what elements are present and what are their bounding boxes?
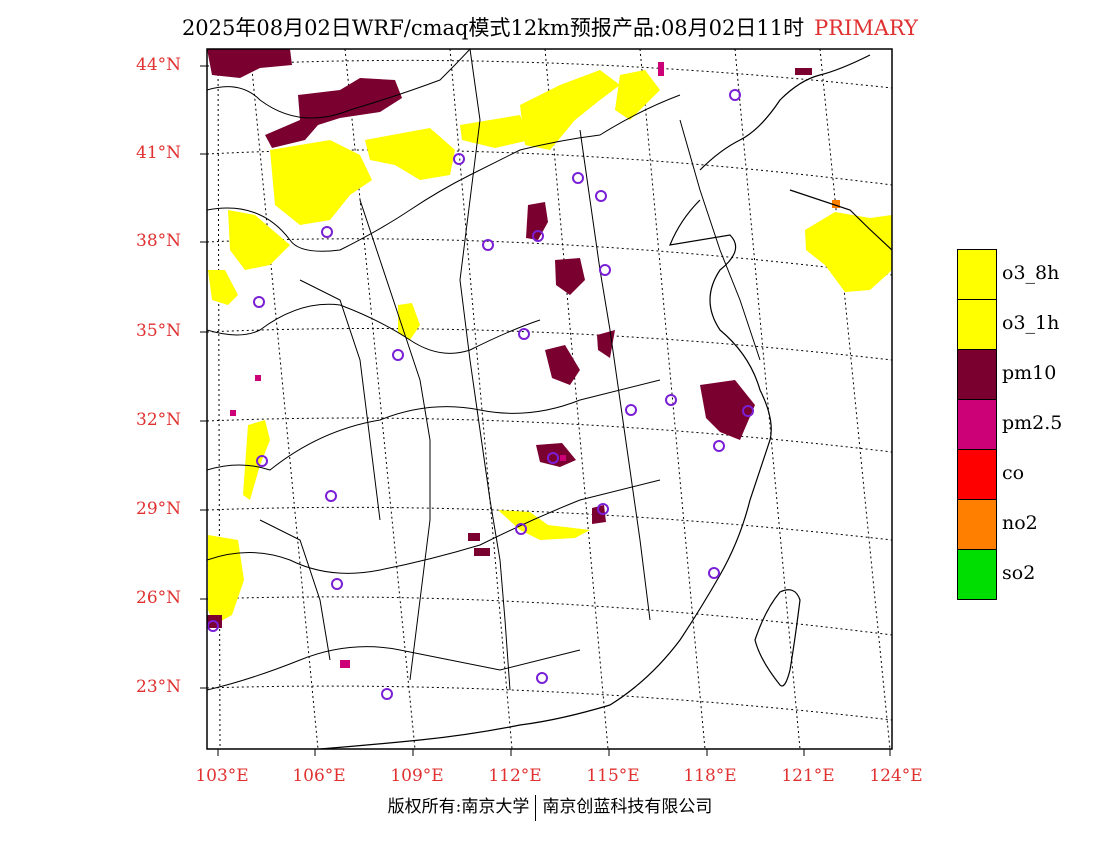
lon-label-121: 121°E bbox=[781, 766, 835, 786]
legend-label-no2: no2 bbox=[1002, 512, 1038, 534]
lon-label-118: 118°E bbox=[683, 766, 737, 786]
lat-label-29: 29°N bbox=[136, 499, 182, 519]
lat-label-32: 32°N bbox=[136, 410, 182, 430]
lon-label-109: 109°E bbox=[390, 766, 444, 786]
lat-label-44: 44°N bbox=[136, 55, 182, 75]
lat-label-41: 41°N bbox=[136, 143, 182, 163]
legend-label-so2: so2 bbox=[1002, 562, 1036, 584]
o3-field bbox=[208, 70, 892, 625]
lat-label-38: 38°N bbox=[136, 231, 182, 251]
primary-tag: PRIMARY bbox=[814, 16, 919, 40]
legend-label-o3-8h: o3_8h bbox=[1002, 262, 1060, 284]
pm10-field bbox=[207, 49, 812, 628]
lat-label-35: 35°N bbox=[136, 321, 182, 341]
legend-swatch-o3-8h bbox=[957, 249, 997, 300]
map-title: 2025年08月02日WRF/cmaq模式12km预报产品:08月02日11时 P… bbox=[0, 12, 1100, 42]
map-frame bbox=[206, 48, 893, 750]
legend-swatch-pm10 bbox=[957, 349, 997, 400]
lat-label-23: 23°N bbox=[136, 677, 182, 697]
axis-ticks bbox=[200, 65, 891, 756]
legend-swatch-co bbox=[957, 449, 997, 500]
boundaries bbox=[207, 49, 761, 691]
legend-label-co: co bbox=[1002, 462, 1025, 484]
legend-swatch-so2 bbox=[957, 549, 997, 600]
legend-label-pm10: pm10 bbox=[1002, 362, 1057, 384]
legend-swatch-o3-1h bbox=[957, 299, 997, 350]
legend-swatch-pm25 bbox=[957, 399, 997, 450]
title-text: 2025年08月02日WRF/cmaq模式12km预报产品:08月02日11时 bbox=[181, 16, 805, 40]
copyright-left: 版权所有:南京大学 bbox=[387, 797, 530, 817]
legend-label-o3-1h: o3_1h bbox=[1002, 312, 1060, 334]
footer-separator bbox=[535, 794, 537, 821]
coastline bbox=[319, 54, 892, 749]
pm25-field bbox=[230, 62, 664, 668]
lon-label-106: 106°E bbox=[292, 766, 346, 786]
station-markers bbox=[207, 89, 754, 700]
graticule bbox=[207, 49, 892, 749]
legend-label-pm25: pm2.5 bbox=[1002, 412, 1063, 434]
copyright-footer: 版权所有:南京大学 南京创蓝科技有限公司 bbox=[0, 792, 1100, 821]
lon-label-103: 103°E bbox=[195, 766, 249, 786]
lon-label-115: 115°E bbox=[586, 766, 640, 786]
lat-label-26: 26°N bbox=[136, 588, 182, 608]
lon-label-112: 112°E bbox=[488, 766, 542, 786]
lon-label-124: 124°E bbox=[869, 766, 923, 786]
copyright-right: 南京创蓝科技有限公司 bbox=[542, 797, 713, 817]
legend-swatch-no2 bbox=[957, 499, 997, 550]
